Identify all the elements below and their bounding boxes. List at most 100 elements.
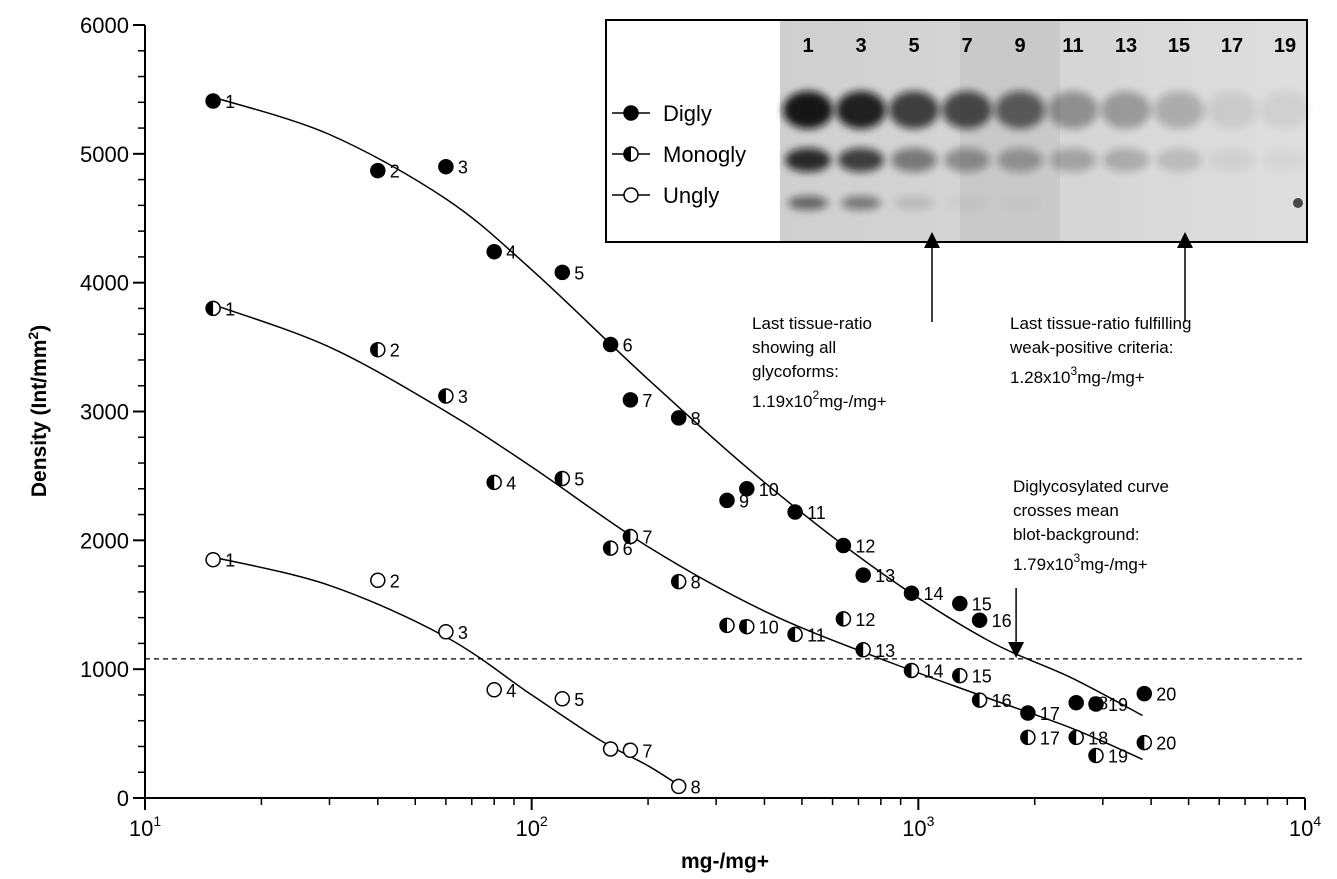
point-label: 2 — [390, 162, 400, 182]
fit-curve-ungly — [212, 556, 680, 786]
lane-label: 7 — [961, 35, 972, 57]
point-label: 4 — [506, 681, 516, 701]
point-monogly — [670, 573, 687, 590]
y-tick-label: 6000 — [80, 13, 129, 38]
blot-band-digly — [889, 91, 939, 129]
blot-speck — [1293, 198, 1303, 208]
annotation-line: crosses mean — [1013, 501, 1119, 520]
point-label: 20 — [1156, 734, 1176, 754]
point-label: 14 — [923, 661, 943, 681]
point-monogly — [903, 662, 920, 679]
legend-label: Ungly — [663, 183, 719, 208]
point-label: 12 — [855, 610, 875, 630]
point-label: 13 — [875, 641, 895, 661]
point-monogly — [952, 667, 968, 684]
annotation-all-glycoforms: Last tissue-ratio showing all glycoforms: 1… — [752, 232, 940, 411]
point-label: 17 — [1040, 704, 1060, 724]
point-ungly — [622, 742, 639, 759]
point-label: 2 — [390, 341, 400, 361]
point-label: 6 — [623, 336, 633, 356]
x-ticks: 101 102 103 104 — [129, 798, 1321, 841]
point-label: 1 — [225, 551, 235, 571]
point-monogly — [1088, 747, 1104, 764]
blot-band-digly — [1048, 91, 1098, 129]
blot-band-monogly — [785, 148, 831, 172]
point-digly — [205, 93, 221, 109]
blot-band-digly — [1101, 91, 1151, 129]
point-ungly — [438, 624, 454, 640]
point-monogly — [835, 611, 852, 627]
inset-legend-panel — [606, 20, 780, 242]
annotation-line: glycoforms: — [752, 362, 839, 381]
point-monogly — [739, 618, 755, 635]
blot-band-digly — [1260, 91, 1310, 129]
point-label: 11 — [807, 625, 826, 645]
blot-band-digly — [995, 91, 1045, 129]
annotation-weak-positive: Last tissue-ratio fulfilling weak-positiv… — [1009, 232, 1193, 387]
point-label: 8 — [691, 409, 701, 429]
blot-band-monogly — [1103, 148, 1149, 172]
point-label: 20 — [1156, 685, 1176, 705]
annotation-line: weak-positive criteria: — [1009, 338, 1173, 357]
x-tick-label: 104 — [1289, 813, 1321, 841]
point-label: 14 — [923, 584, 943, 604]
x-axis-title: mg-/mg+ — [681, 850, 769, 873]
point-label: 19 — [1108, 746, 1128, 766]
legend-marker-monogly — [623, 146, 639, 162]
inset-frame — [605, 19, 1308, 243]
point-label: 8 — [691, 573, 701, 593]
point-digly — [1088, 696, 1104, 712]
annotation-arrowhead — [924, 232, 940, 248]
point-monogly — [438, 388, 454, 404]
blot-band-monogly — [944, 148, 990, 172]
point-label: 7 — [642, 741, 652, 761]
point-label: 16 — [992, 611, 1012, 631]
point-label: 3 — [458, 387, 468, 407]
point-digly — [952, 595, 968, 612]
blot-band-ungly — [947, 196, 987, 210]
point-monogly — [971, 692, 988, 708]
point-monogly — [787, 626, 803, 643]
point-digly — [971, 612, 988, 628]
annotation-arrowhead — [1177, 232, 1193, 248]
point-monogly — [486, 474, 502, 491]
blot-band-monogly — [1262, 148, 1308, 172]
blot-band-ungly — [894, 196, 934, 210]
point-label: 15 — [972, 667, 992, 687]
fit-curves — [212, 96, 1143, 786]
inset-legend: Digly Monogly Ungly — [612, 101, 746, 208]
point-label: 4 — [506, 243, 516, 263]
point-digly — [719, 492, 735, 509]
point-monogly — [719, 617, 735, 634]
lane-label: 11 — [1062, 35, 1083, 57]
point-label: 16 — [992, 691, 1012, 711]
blot-band-monogly — [1156, 148, 1202, 172]
point-label: 7 — [642, 391, 652, 411]
annotation-arrowhead — [1008, 642, 1025, 658]
point-digly — [1068, 694, 1084, 711]
point-monogly — [1020, 729, 1036, 746]
annotations: Last tissue-ratio showing all glycoforms: 1… — [752, 232, 1193, 658]
point-ungly — [602, 741, 619, 757]
point-label: 1 — [225, 299, 235, 319]
annotation-line: showing all — [752, 338, 836, 357]
point-monogly — [554, 470, 571, 487]
annotation-line: Last tissue-ratio fulfilling — [1010, 314, 1191, 333]
point-label: 10 — [759, 480, 779, 500]
annotation-value: 1.28x103mg-/mg+ — [1010, 364, 1145, 387]
point-label: 3 — [458, 623, 468, 643]
blot-band-ungly — [841, 196, 881, 210]
point-digly — [370, 162, 386, 179]
annotation-line: Last tissue-ratio — [752, 314, 872, 333]
point-label: 19 — [1108, 695, 1128, 715]
x-tick-label: 103 — [902, 813, 934, 841]
point-label: 7 — [642, 527, 652, 547]
lane-label: 9 — [1014, 35, 1025, 57]
point-label: 15 — [972, 594, 992, 614]
point-ungly — [370, 572, 386, 589]
point-label: 5 — [574, 690, 584, 710]
annotation-value: 1.19x102mg-/mg+ — [752, 388, 887, 411]
point-digly — [670, 410, 687, 426]
